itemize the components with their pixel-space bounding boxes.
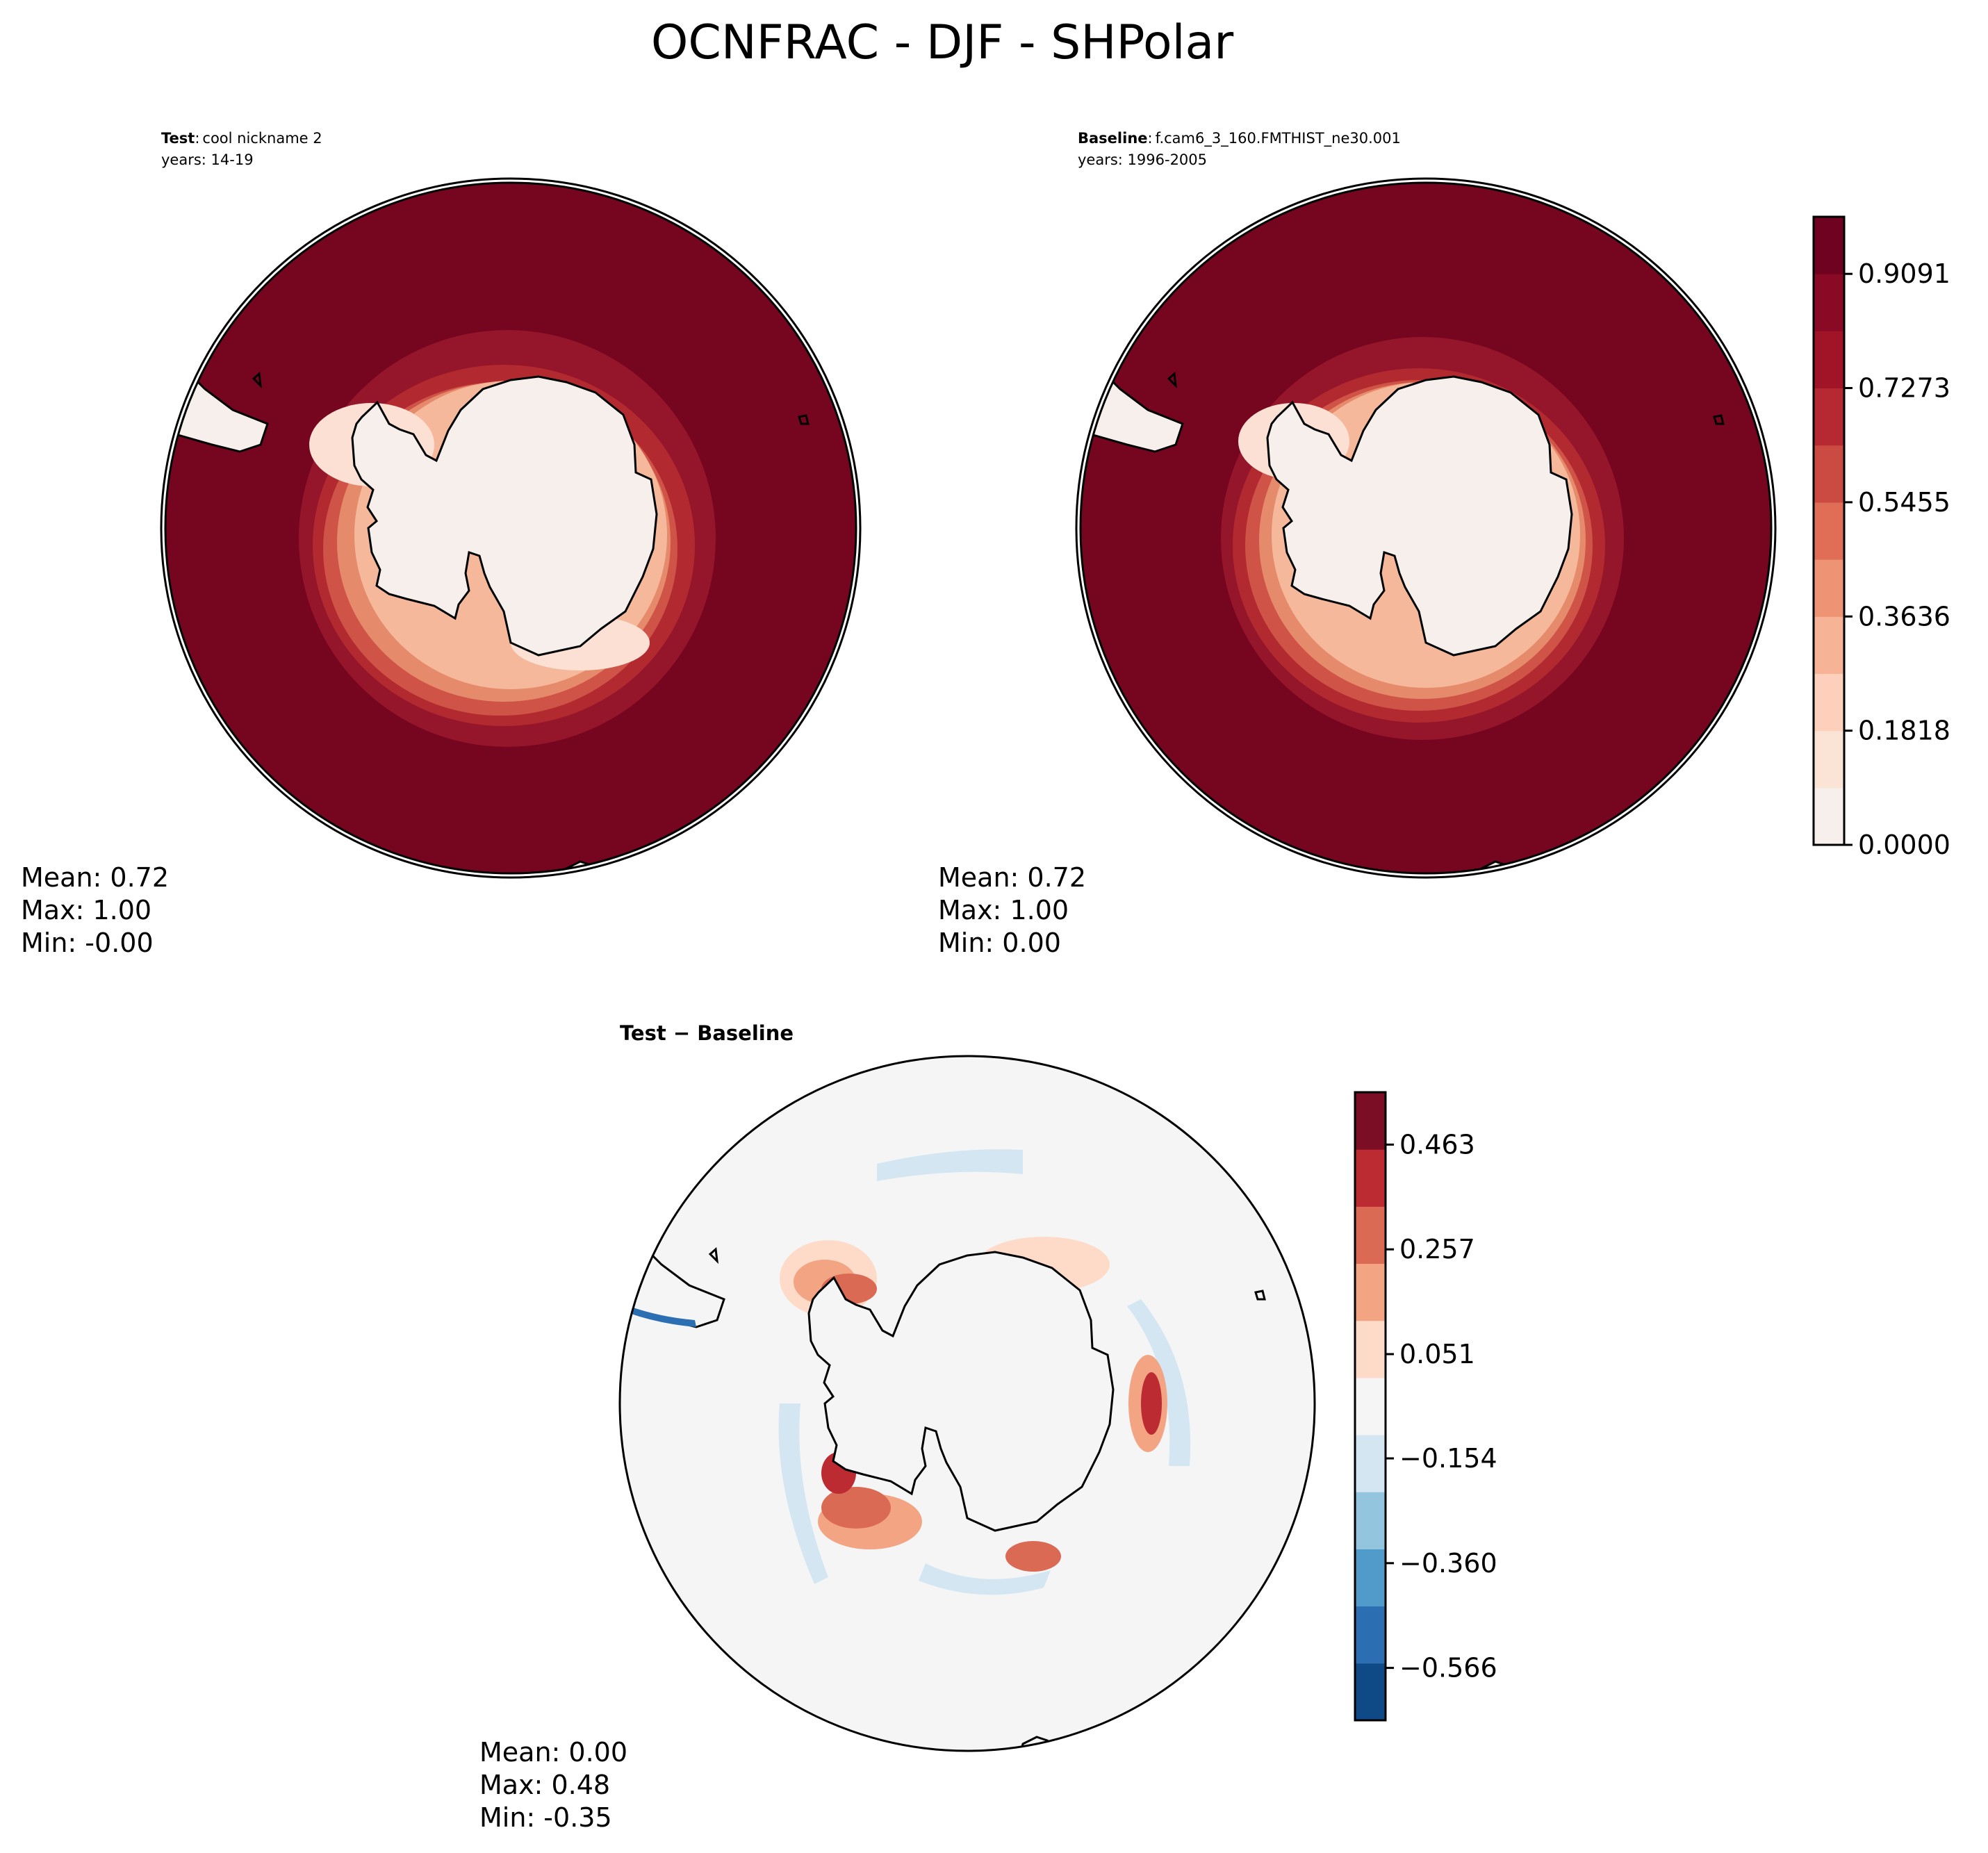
test-map-frame bbox=[160, 177, 862, 879]
test-map-border bbox=[164, 181, 857, 875]
colorbar-diff-segment bbox=[1355, 1377, 1386, 1435]
colorbar-diff-segment bbox=[1355, 1492, 1386, 1549]
colorbar-main-tick-label: 0.0000 bbox=[1858, 830, 1950, 860]
baseline-map bbox=[1081, 183, 1771, 873]
colorbar-diff-tick-label: −0.154 bbox=[1399, 1443, 1497, 1474]
test-years: years: 14-19 bbox=[161, 151, 254, 168]
test-label: Test: cool nickname 2 bbox=[161, 130, 322, 147]
colorbar-main-tick-label: 0.7273 bbox=[1858, 373, 1950, 404]
colorbar-diff-tick-label: 0.463 bbox=[1399, 1129, 1475, 1160]
diff-stat-mean: Mean: 0.00 bbox=[479, 1737, 627, 1768]
colorbar-diff-segment bbox=[1355, 1092, 1386, 1150]
colorbar-diff-segment bbox=[1355, 1606, 1386, 1664]
colorbar-main-tick-label: 0.3636 bbox=[1858, 601, 1950, 632]
diff-neg-patch-south-america bbox=[620, 1303, 696, 1327]
panel-test: Test: cool nickname 2 years: 14-19 Me bbox=[21, 130, 862, 958]
colorbar-main-border bbox=[1812, 215, 1846, 846]
diff-pos-patch-east-peak bbox=[1141, 1372, 1162, 1435]
test-label-text: cool nickname 2 bbox=[202, 130, 322, 147]
diff-falklands bbox=[708, 1246, 718, 1265]
diff-stat-max: Max: 0.48 bbox=[479, 1770, 610, 1800]
diff-neg-band-west bbox=[778, 1403, 828, 1584]
colorbar-main-segment bbox=[1814, 787, 1844, 846]
colorbar-diff-tick-label: −0.360 bbox=[1399, 1548, 1497, 1579]
baseline-label: Baseline: f.cam6_3_160.FMTHIST_ne30.001 bbox=[1078, 130, 1401, 147]
panel-baseline: Baseline: f.cam6_3_160.FMTHIST_ne30.001 y… bbox=[938, 130, 1777, 958]
baseline-map-border bbox=[1079, 181, 1773, 875]
colorbar-main-tick-label: 0.9091 bbox=[1858, 258, 1950, 289]
baseline-stat-min: Min: 0.00 bbox=[938, 928, 1061, 958]
baseline-stat-max: Max: 1.00 bbox=[938, 895, 1069, 925]
colorbar-main: 0.9091 0.7273 0.5455 0.3636 0.1818 0.0000 bbox=[1812, 215, 1950, 860]
colorbar-diff-segment bbox=[1355, 1435, 1386, 1492]
baseline-stat-mean: Mean: 0.72 bbox=[938, 862, 1086, 893]
test-kerguelen bbox=[798, 414, 810, 425]
test-stat-mean: Mean: 0.72 bbox=[21, 862, 169, 893]
colorbar-main-tick-label: 0.1818 bbox=[1858, 716, 1950, 746]
baseline-map-frame bbox=[1075, 177, 1777, 879]
panel-diff: Test − Baseline bbox=[479, 1021, 1316, 1833]
baseline-label-sep: : bbox=[1148, 130, 1153, 147]
colorbar-diff-tick-label: 0.051 bbox=[1399, 1339, 1475, 1369]
diff-neg-band-east bbox=[1127, 1299, 1191, 1466]
diff-title: Test − Baseline bbox=[620, 1021, 794, 1045]
figure-title: OCNFRAC - DJF - SHPolar bbox=[651, 15, 1233, 70]
colorbar-diff-tick-label: −0.566 bbox=[1399, 1653, 1497, 1683]
test-stat-min: Min: -0.00 bbox=[21, 928, 154, 958]
colorbar-diff-segment bbox=[1355, 1663, 1386, 1721]
colorbar-diff-tick-label: 0.257 bbox=[1399, 1234, 1475, 1265]
baseline-label-text: f.cam6_3_160.FMTHIST_ne30.001 bbox=[1156, 130, 1401, 147]
colorbar-main-segment bbox=[1814, 559, 1844, 617]
baseline-kerguelen bbox=[1713, 414, 1725, 425]
baseline-label-bold: Baseline bbox=[1078, 130, 1148, 147]
colorbar-main-segment bbox=[1814, 616, 1844, 674]
colorbar-main-segment bbox=[1814, 388, 1844, 446]
baseline-years: years: 1996-2005 bbox=[1078, 151, 1207, 168]
diff-stat-min: Min: -0.35 bbox=[479, 1802, 612, 1833]
colorbar-diff-segment bbox=[1355, 1263, 1386, 1321]
colorbar-main-segment bbox=[1814, 445, 1844, 503]
colorbar-diff-segment bbox=[1355, 1320, 1386, 1378]
diff-pos-patch-ross-core bbox=[821, 1487, 891, 1529]
colorbar-main-tick-label: 0.5455 bbox=[1858, 487, 1950, 518]
diff-neg-band-north bbox=[877, 1149, 1023, 1181]
colorbar-diff-segment bbox=[1355, 1149, 1386, 1207]
diff-neg-band-south bbox=[919, 1563, 1051, 1595]
test-label-sep: : bbox=[195, 130, 199, 147]
colorbar-main-segment bbox=[1814, 217, 1844, 274]
colorbar-main-segment bbox=[1814, 331, 1844, 389]
test-falklands bbox=[252, 371, 262, 389]
colorbar-diff-segment bbox=[1355, 1549, 1386, 1607]
colorbar-diff-border bbox=[1354, 1091, 1387, 1722]
diff-pos-patch-south bbox=[1005, 1541, 1061, 1572]
diff-kerguelen bbox=[1254, 1290, 1266, 1301]
diff-map-border bbox=[618, 1055, 1316, 1752]
colorbar-main-segment bbox=[1814, 730, 1844, 789]
test-map bbox=[165, 183, 856, 873]
test-label-bold: Test bbox=[161, 130, 195, 147]
colorbar-main-segment bbox=[1814, 274, 1844, 331]
colorbar-main-segment bbox=[1814, 502, 1844, 560]
colorbar-main-segment bbox=[1814, 673, 1844, 732]
colorbar-diff: 0.463 0.257 0.051 −0.154 −0.360 −0.566 bbox=[1354, 1091, 1497, 1722]
test-stat-max: Max: 1.00 bbox=[21, 895, 151, 925]
baseline-falklands bbox=[1167, 371, 1177, 389]
colorbar-diff-segment bbox=[1355, 1206, 1386, 1265]
